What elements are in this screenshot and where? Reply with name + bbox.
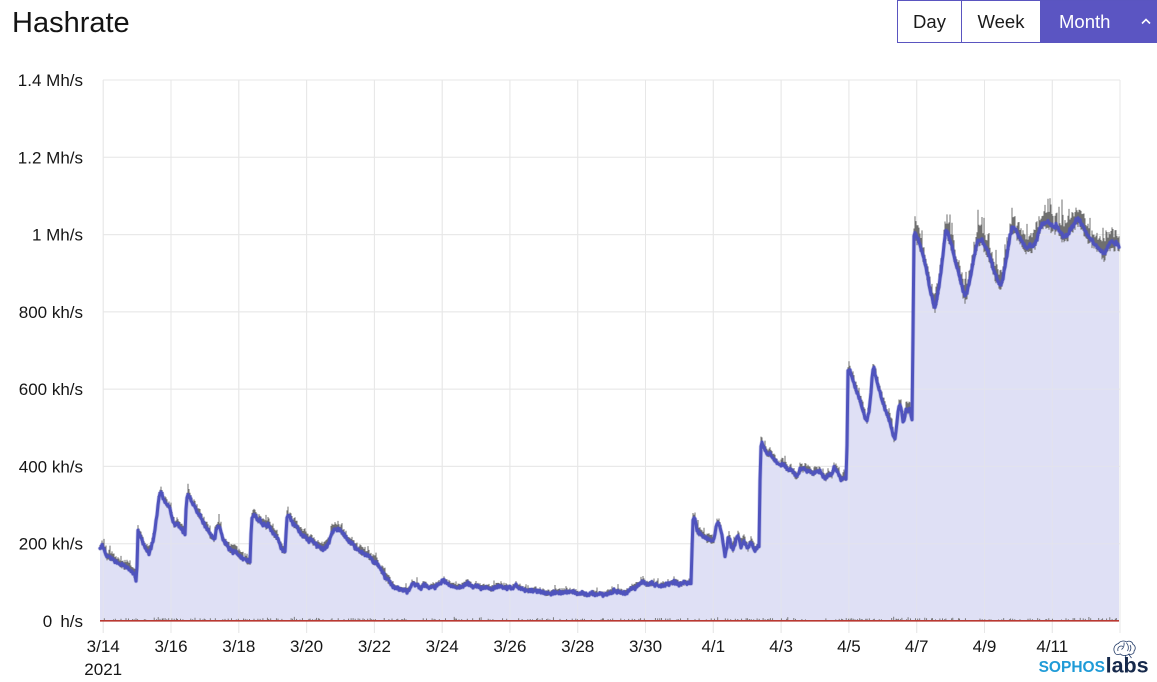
svg-text:labs: labs	[1106, 654, 1148, 677]
svg-text:400 kh/s: 400 kh/s	[19, 457, 83, 476]
svg-text:4/1: 4/1	[701, 637, 725, 656]
svg-text:3/28: 3/28	[561, 637, 594, 656]
svg-text:2021: 2021	[84, 660, 122, 679]
svg-text:SOPHOS: SOPHOS	[1039, 659, 1105, 676]
svg-text:1 Mh/s: 1 Mh/s	[32, 226, 83, 245]
svg-text:3/30: 3/30	[629, 637, 662, 656]
svg-text:3/20: 3/20	[290, 637, 323, 656]
svg-text:4/7: 4/7	[905, 637, 929, 656]
svg-text:4/3: 4/3	[769, 637, 793, 656]
svg-text:4/9: 4/9	[973, 637, 997, 656]
svg-text:200 kh/s: 200 kh/s	[19, 535, 83, 554]
svg-text:800 kh/s: 800 kh/s	[19, 303, 83, 322]
svg-text:3/14: 3/14	[87, 637, 120, 656]
svg-text:3/22: 3/22	[358, 637, 391, 656]
svg-text:3/24: 3/24	[426, 637, 459, 656]
svg-text:3/26: 3/26	[493, 637, 526, 656]
svg-text:4/11: 4/11	[1036, 637, 1068, 656]
svg-text:1.4 Mh/s: 1.4 Mh/s	[18, 71, 83, 90]
svg-text:3/18: 3/18	[222, 637, 255, 656]
svg-text:4/5: 4/5	[837, 637, 861, 656]
svg-text:1.2 Mh/s: 1.2 Mh/s	[18, 148, 83, 167]
svg-text:600 kh/s: 600 kh/s	[19, 380, 83, 399]
svg-text:0 h/s: 0 h/s	[43, 612, 83, 631]
svg-text:3/16: 3/16	[154, 637, 187, 656]
